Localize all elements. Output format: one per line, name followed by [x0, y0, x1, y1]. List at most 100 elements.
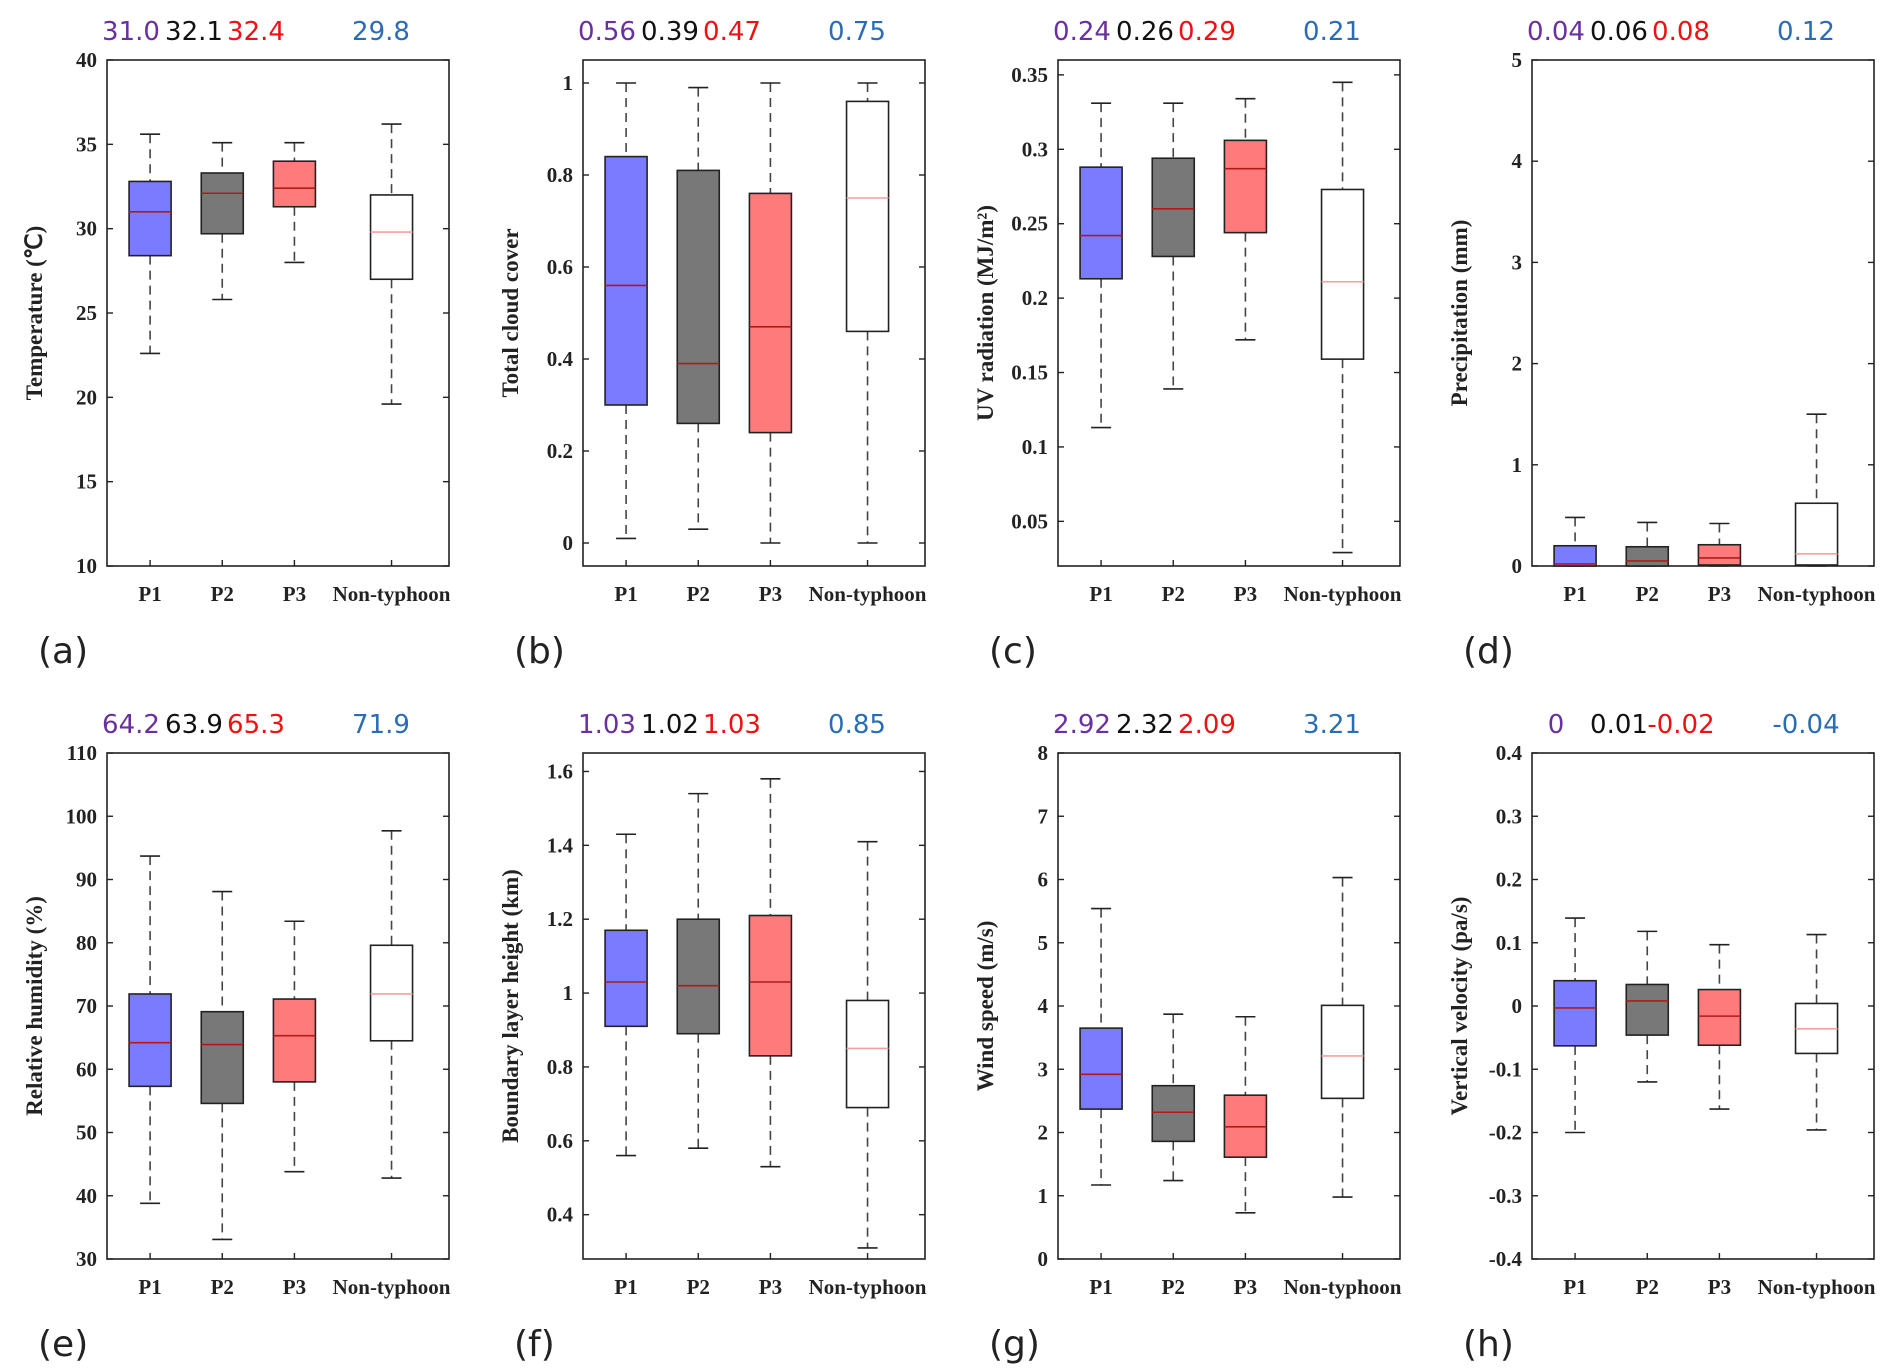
- box-p3: [748, 778, 793, 1168]
- box-body: [369, 194, 414, 281]
- y-tick-label: 0.1: [1496, 931, 1522, 955]
- panel-c: 0.05 0.1 0.15 0.2 0.25 0.3 0.35 P1 P2 P3 Non-typho…: [973, 17, 1402, 672]
- box-p1: [1079, 907, 1123, 1186]
- box-body: [1151, 157, 1196, 258]
- mean-value-p3: 0.29: [1178, 17, 1236, 47]
- y-tick-label: -0.1: [1489, 1057, 1522, 1081]
- box-body: [604, 155, 648, 406]
- mean-value-non-typhoon: 29.8: [352, 17, 410, 47]
- y-tick-label: 20: [76, 385, 97, 409]
- x-tick-label: Non-typhoon: [1284, 582, 1402, 606]
- y-tick-label: 30: [76, 1247, 97, 1271]
- panel-label: (g): [989, 1324, 1040, 1365]
- plot-frame: [106, 59, 450, 567]
- box-body: [1697, 543, 1742, 566]
- box-non-typhoon: [1320, 876, 1365, 1198]
- box-body: [1553, 544, 1597, 567]
- x-tick-label: P2: [687, 1275, 710, 1299]
- y-tick-label: 50: [76, 1121, 97, 1145]
- x-tick-label: Non-typhoon: [1284, 1275, 1402, 1299]
- panel-label: (b): [514, 631, 565, 672]
- mean-value-p1: 2.92: [1053, 710, 1111, 740]
- box-body: [272, 160, 317, 208]
- x-tick-label: P1: [1089, 582, 1112, 606]
- y-tick-label: 40: [76, 1184, 97, 1208]
- box-body: [1320, 188, 1365, 360]
- box-p3: [272, 141, 317, 264]
- mean-value-p3: 32.4: [227, 17, 285, 47]
- mean-value-p1: 1.03: [578, 710, 636, 740]
- box-p2: [200, 141, 245, 301]
- x-tick-label: P1: [138, 1275, 161, 1299]
- y-tick-label: 0.15: [1011, 361, 1048, 385]
- y-tick-label: 100: [66, 804, 98, 828]
- panel-e: 30 40 50 60 70 80 90 100 110 P1 P2 P3 Non-typhoon Rel…: [22, 710, 451, 1365]
- y-tick-label: 1.2: [547, 907, 573, 931]
- y-tick-label: 0.4: [547, 347, 574, 371]
- mean-value-p1: 64.2: [102, 710, 160, 740]
- panel-f: 0.4 0.6 0.8 1 1.2 1.4 1.6 P1 P2 P3 Non-typhoon Boun…: [498, 710, 927, 1365]
- y-tick-label: 90: [76, 868, 97, 892]
- y-tick-label: 0: [1038, 1247, 1049, 1271]
- y-tick-label: 0.2: [1022, 286, 1048, 310]
- y-tick-label: -0.3: [1489, 1184, 1522, 1208]
- y-tick-label: 60: [76, 1057, 97, 1081]
- mean-value-non-typhoon: 71.9: [352, 710, 410, 740]
- y-tick-label: -0.2: [1489, 1121, 1522, 1145]
- y-tick-label: 1.4: [547, 833, 574, 857]
- x-tick-label: P3: [759, 1275, 782, 1299]
- panel-label: (h): [1463, 1324, 1514, 1365]
- box-body: [272, 998, 317, 1083]
- box-body: [845, 999, 890, 1109]
- mean-value-p2: 32.1: [165, 17, 223, 47]
- box-body: [1794, 502, 1839, 566]
- box-p3: [272, 920, 317, 1173]
- x-tick-label: P3: [283, 582, 306, 606]
- mean-value-p1: 0.04: [1527, 17, 1585, 47]
- y-tick-label: 0.8: [547, 163, 573, 187]
- panel-label: (e): [38, 1324, 88, 1365]
- box-body: [1151, 1084, 1196, 1143]
- box-p3: [1697, 943, 1742, 1110]
- box-body: [748, 192, 793, 434]
- x-tick-label: P1: [1089, 1275, 1112, 1299]
- mean-value-p3: 65.3: [227, 710, 285, 740]
- box-body: [845, 100, 890, 333]
- y-tick-label: 110: [67, 741, 97, 765]
- plot-frame: [1531, 59, 1875, 567]
- mean-value-p3: -0.02: [1647, 710, 1714, 740]
- y-tick-label: 0.2: [1496, 868, 1522, 892]
- y-axis-label: UV radiation (MJ/m²): [973, 205, 998, 421]
- x-tick-label: P1: [138, 582, 161, 606]
- mean-value-p2: 63.9: [165, 710, 223, 740]
- box-body: [369, 944, 414, 1042]
- mean-value-p1: 0: [1548, 710, 1565, 740]
- x-tick-label: P3: [1234, 1275, 1257, 1299]
- box-body: [748, 914, 793, 1057]
- box-p2: [1151, 1013, 1196, 1182]
- panel-h: -0.4 -0.3 -0.2 -0.1 0 0.1 0.2 0.3 0.4 P1 P2 P3 Non-t…: [1447, 710, 1876, 1365]
- box-non-typhoon: [369, 829, 414, 1179]
- y-tick-label: 70: [76, 994, 97, 1018]
- y-tick-label: 2: [1512, 352, 1523, 376]
- box-p1: [1079, 102, 1123, 429]
- box-p1: [1553, 516, 1597, 567]
- y-tick-label: 0.6: [547, 1129, 573, 1153]
- box-body: [1697, 988, 1742, 1047]
- mean-value-p3: 2.09: [1178, 710, 1236, 740]
- mean-value-non-typhoon: 3.21: [1303, 710, 1361, 740]
- x-tick-label: P3: [759, 582, 782, 606]
- x-tick-label: P2: [1162, 582, 1185, 606]
- box-body: [676, 169, 721, 425]
- plot-frame: [582, 752, 926, 1260]
- box-body: [128, 993, 172, 1088]
- box-p1: [604, 82, 648, 540]
- mean-value-p2: 2.32: [1116, 710, 1174, 740]
- x-tick-label: P1: [1563, 582, 1586, 606]
- y-tick-label: 2: [1038, 1121, 1049, 1145]
- mean-value-non-typhoon: 0.85: [828, 710, 886, 740]
- box-body: [1553, 979, 1597, 1047]
- box-p1: [128, 133, 172, 355]
- box-p1: [604, 833, 648, 1157]
